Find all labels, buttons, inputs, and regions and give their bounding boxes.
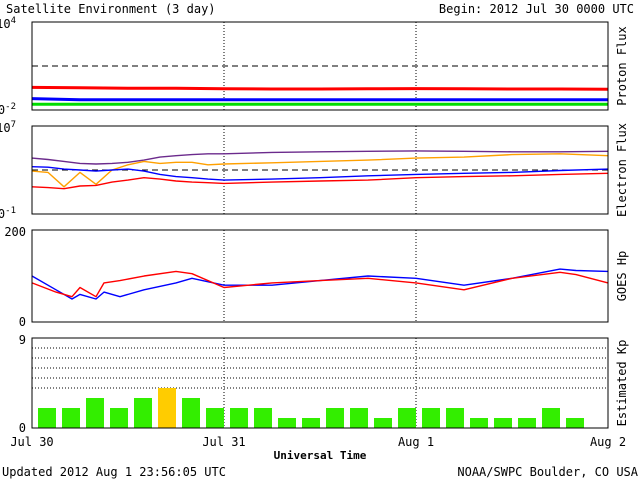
y-tick-top: 104 — [0, 16, 16, 31]
kp-bar — [38, 408, 56, 428]
series-line-2 — [31, 270, 609, 298]
panel-ylabel: Electron Flux — [615, 123, 629, 217]
kp-bar — [566, 418, 584, 428]
y-tick-bottom: 10-1 — [0, 206, 16, 221]
y-tick-bottom: 0 — [19, 421, 26, 435]
panel-ylabel: GOES Hp — [615, 251, 629, 302]
kp-bar — [134, 398, 152, 428]
x-tick-label: Aug 2 — [590, 435, 626, 449]
panel-3 — [31, 229, 609, 323]
kp-bar — [62, 408, 80, 428]
kp-bar — [302, 418, 320, 428]
kp-bar — [278, 418, 296, 428]
x-axis-label: Universal Time — [274, 449, 367, 462]
page-title: Satellite Environment (3 day) — [6, 2, 216, 16]
y-tick-top: 200 — [4, 225, 26, 239]
panel-frame — [31, 229, 609, 323]
panel-frame — [31, 125, 609, 215]
kp-bar — [494, 418, 512, 428]
x-tick-label: Jul 30 — [10, 435, 53, 449]
kp-bar — [206, 408, 224, 428]
series-line-2 — [31, 153, 609, 188]
panel-2 — [31, 125, 609, 215]
y-tick-bottom: 10-2 — [0, 102, 16, 117]
kp-bar — [158, 388, 176, 428]
panel-4 — [31, 337, 609, 429]
panel-ylabel: Proton Flux — [615, 26, 629, 105]
y-tick-top: 107 — [0, 120, 16, 135]
series-line-4 — [31, 172, 609, 190]
y-tick-bottom: 0 — [19, 315, 26, 329]
series-line-1 — [31, 85, 609, 91]
kp-bar — [182, 398, 200, 428]
series-line-2 — [31, 97, 608, 102]
kp-bar — [254, 408, 272, 428]
kp-bar — [86, 398, 104, 428]
series-line-3 — [31, 166, 609, 181]
panel-ylabel: Estimated Kp — [615, 340, 629, 427]
kp-bar — [398, 408, 416, 428]
panel-frame — [31, 337, 609, 429]
kp-bar — [326, 408, 344, 428]
panel-frame — [31, 21, 609, 111]
kp-bar — [350, 408, 368, 428]
panels: 104 10-2 Proton Flux 107 10-1 Electron Flux 20… — [0, 16, 629, 449]
kp-bar — [230, 408, 248, 428]
source-credit: NOAA/SWPC Boulder, CO USA — [457, 465, 638, 479]
x-tick-label: Aug 1 — [398, 435, 434, 449]
kp-bar — [374, 418, 392, 428]
kp-bar — [542, 408, 560, 428]
kp-bar — [518, 418, 536, 428]
kp-bar — [422, 408, 440, 428]
y-tick-top: 9 — [19, 333, 26, 347]
updated-timestamp: Updated 2012 Aug 1 23:56:05 UTC — [2, 465, 226, 479]
kp-bar — [470, 418, 488, 428]
kp-bar — [110, 408, 128, 428]
kp-bar — [446, 408, 464, 428]
panel-1 — [31, 21, 609, 111]
x-tick-label: Jul 31 — [202, 435, 245, 449]
begin-time: Begin: 2012 Jul 30 0000 UTC — [439, 2, 634, 16]
series-line-1 — [31, 268, 609, 300]
series-line-1 — [31, 150, 609, 165]
